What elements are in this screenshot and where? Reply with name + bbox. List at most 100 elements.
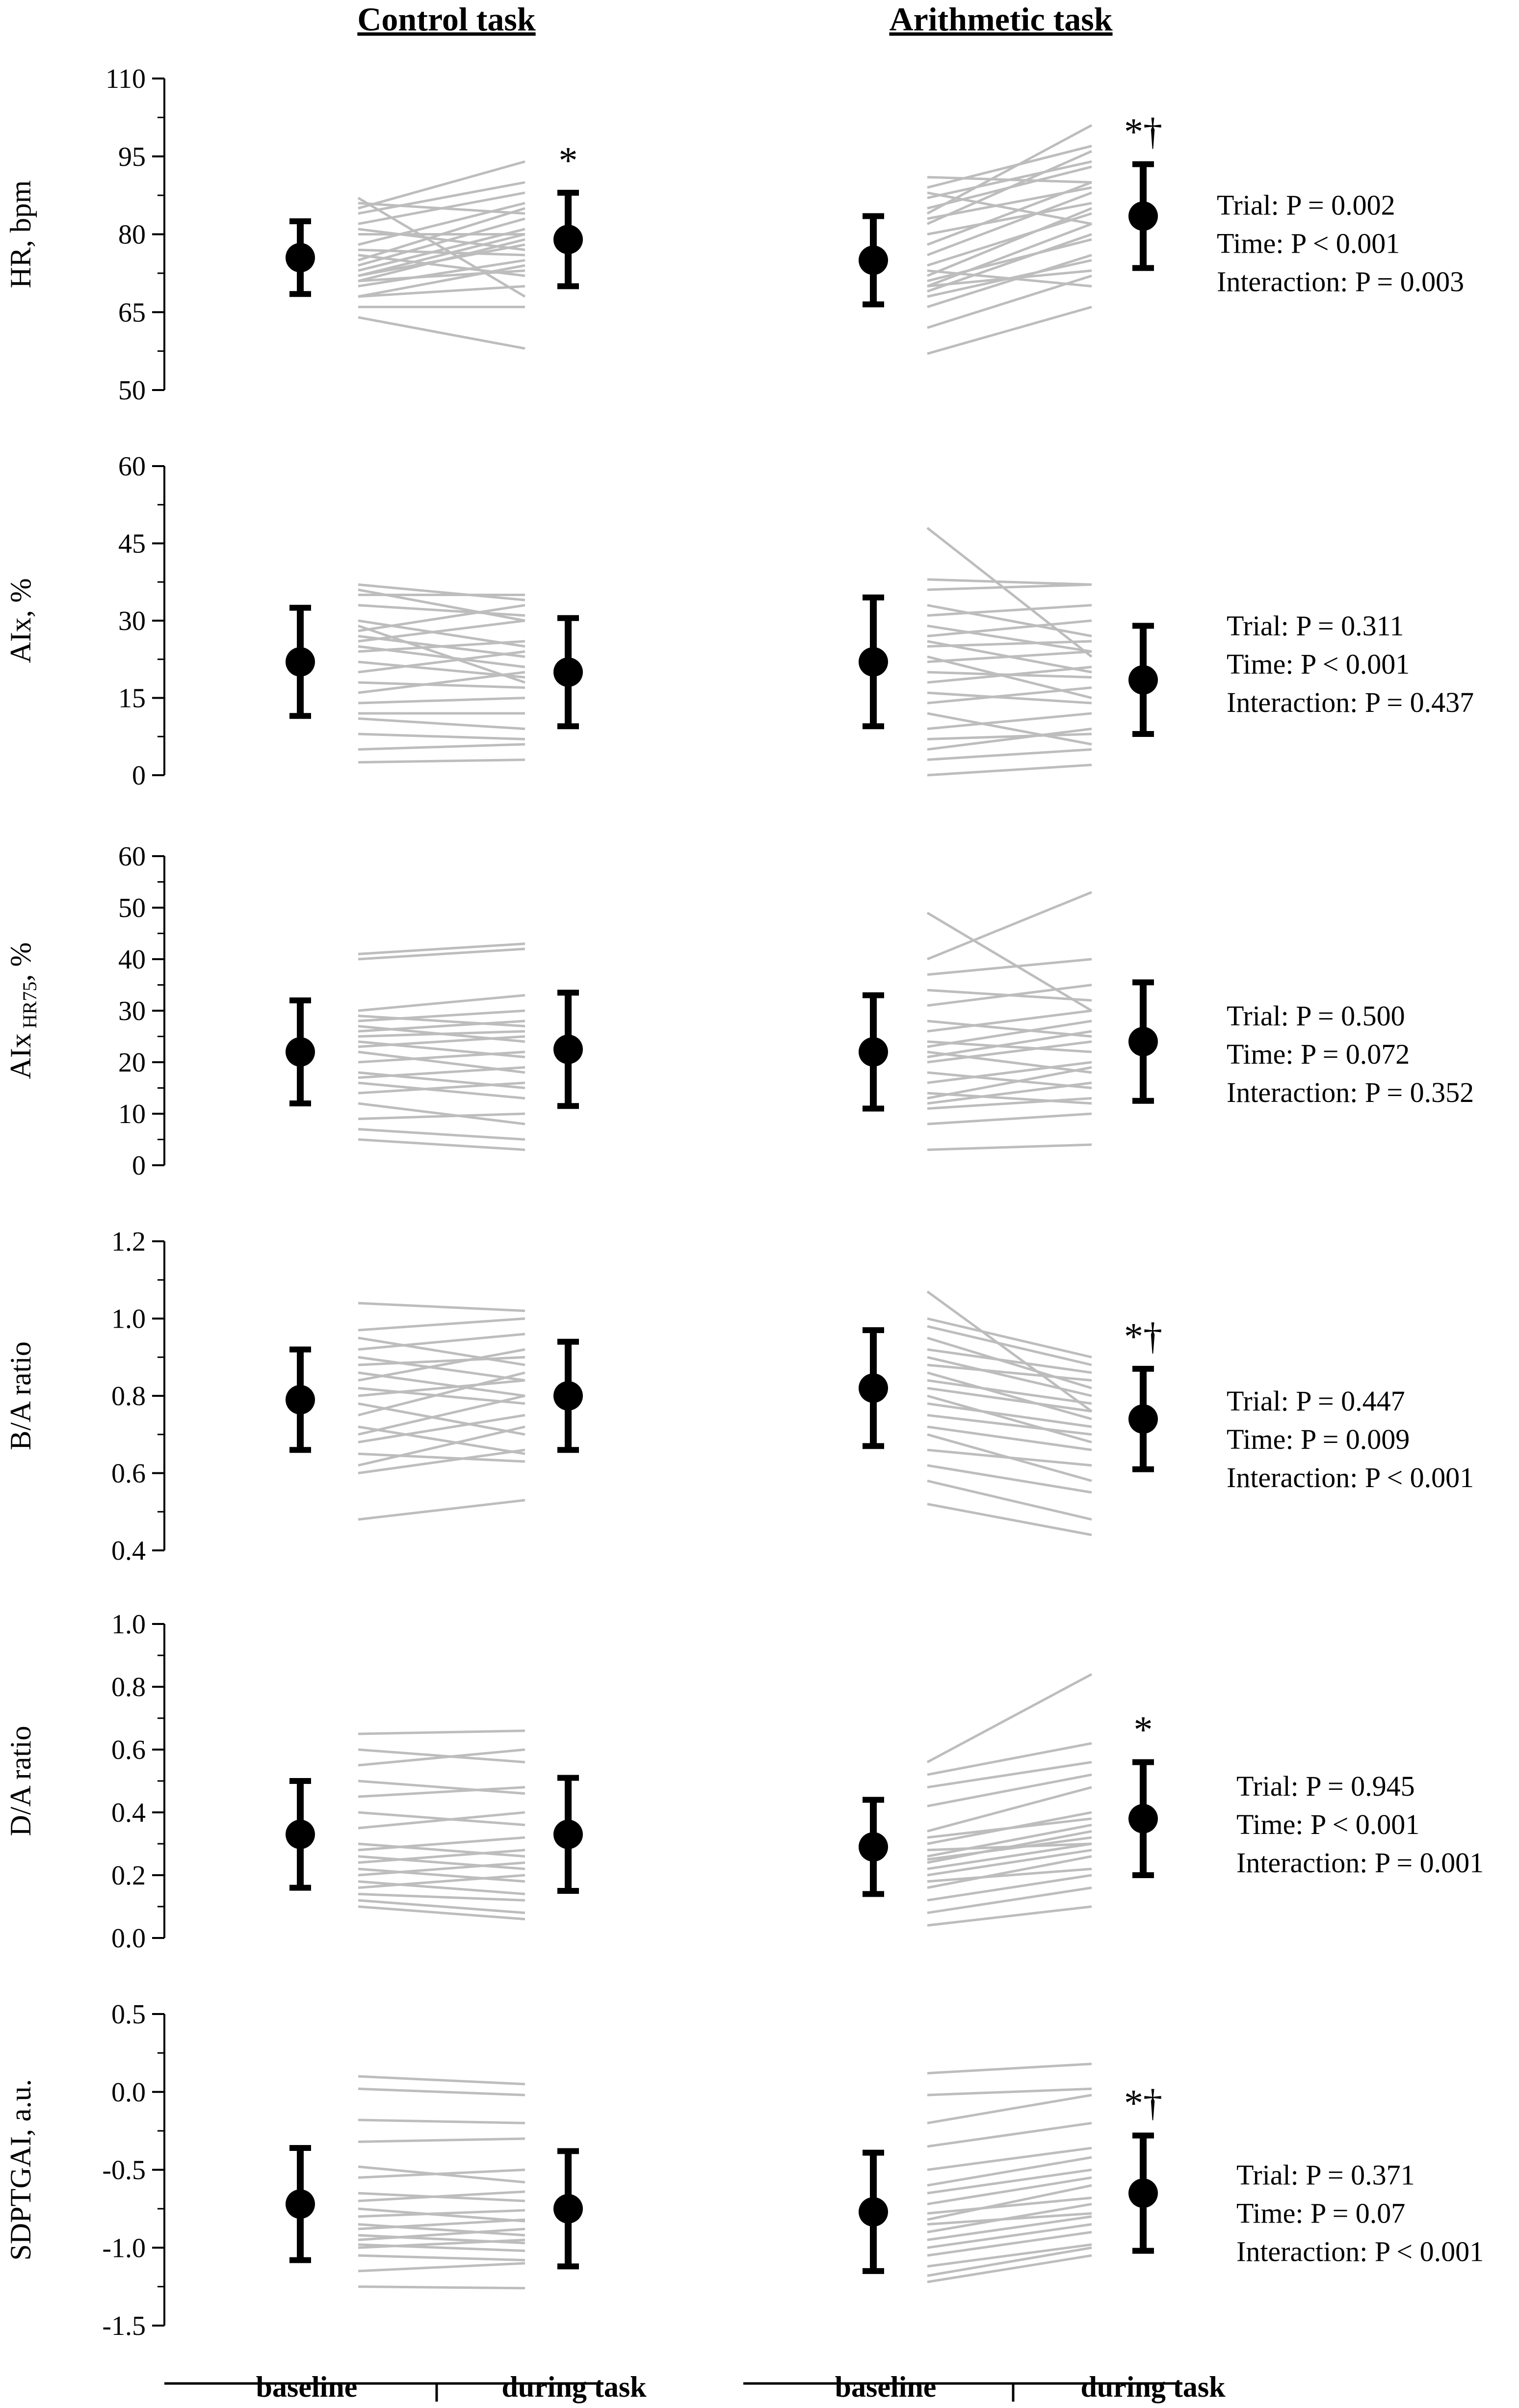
individual-line (927, 1009, 1092, 1033)
individual-line (358, 1811, 525, 1830)
y-tick-label: 0.4 (111, 1798, 146, 1828)
individual-line (358, 1009, 525, 1022)
stats-text: Trial: P = 0.447 (1227, 1385, 1405, 1417)
stats-text: Interaction: P = 0.003 (1217, 266, 1464, 298)
individual-line (358, 1040, 525, 1058)
stats-text: Trial: P = 0.371 (1236, 2159, 1415, 2191)
chart-row-1: 0 15 30 45 60 AIx, % Trial: P = 0.311 Time: P <… (4, 451, 1474, 791)
individual-line (358, 1138, 525, 1151)
individual-line (358, 1025, 525, 1043)
individual-line (926, 1290, 1093, 1413)
y-tick-label: 0.6 (111, 1735, 146, 1765)
y-tick-label: -1.0 (102, 2233, 146, 2263)
individual-line (927, 1143, 1092, 1151)
y-tick-label: 30 (118, 996, 146, 1026)
individual-line (927, 212, 1092, 267)
individual-line (927, 989, 1092, 1002)
mean-marker (859, 1037, 888, 1067)
individual-line (358, 248, 525, 257)
individual-line (927, 2169, 1092, 2195)
mean-marker (286, 1385, 315, 1414)
y-tick-label: 0.6 (111, 1459, 146, 1489)
individual-line (927, 1097, 1092, 1110)
individual-line (927, 604, 1092, 617)
individual-line (927, 712, 1092, 730)
y-tick-label: 10 (118, 1099, 146, 1129)
group-control (286, 1729, 583, 1921)
x-label-during-arithmetic: during task (1080, 2371, 1226, 2403)
individual-line (358, 619, 525, 643)
y-tick-label: -1.5 (102, 2311, 146, 2341)
individual-line (927, 165, 1092, 210)
individual-line (926, 124, 1093, 215)
y-axis-label: AIx, % (4, 578, 37, 663)
individual-line (358, 2087, 525, 2096)
y-tick-label: 0.4 (111, 1536, 146, 1566)
individual-line (358, 2254, 525, 2262)
individual-line (358, 2119, 525, 2124)
mean-marker (859, 1832, 888, 1862)
individual-line (927, 2176, 1092, 2205)
mean-marker (553, 1034, 583, 1064)
x-label-baseline-arithmetic: baseline (835, 2371, 937, 2403)
individual-line (927, 1413, 1092, 1436)
individual-line (927, 191, 1092, 225)
stats-text: Time: P < 0.001 (1227, 648, 1410, 680)
individual-line (358, 1867, 525, 1883)
y-axis-label-subscript: HR75 (19, 982, 41, 1029)
individual-line (358, 660, 525, 679)
individual-line (927, 1905, 1092, 1927)
individual-line (358, 2207, 525, 2223)
individual-line (358, 1348, 525, 1382)
individual-line (358, 228, 525, 272)
mean-marker (286, 1037, 315, 1067)
individual-line (927, 1066, 1092, 1099)
individual-line (927, 1363, 1092, 1382)
individual-line (927, 191, 1092, 257)
individual-line (358, 1081, 525, 1099)
chart-rows: 50 65 80 95 110 HR, bpm * *† Trial: P = 0.002 Tim… (4, 64, 1484, 2341)
mean-marker (286, 647, 315, 677)
chart-row-4: 0.0 0.2 0.4 0.6 0.8 1.0 D/A ratio * Trial: P = 0… (4, 1609, 1484, 1954)
individual-line (927, 186, 1092, 220)
individual-line (927, 1050, 1092, 1074)
y-tick-label: 95 (118, 142, 146, 172)
individual-line (358, 202, 525, 246)
individual-line (358, 942, 525, 955)
group-arithmetic (859, 527, 1158, 777)
group-arithmetic: *† (859, 1290, 1162, 1536)
individual-line (927, 1394, 1092, 1443)
y-tick-label: 20 (118, 1047, 146, 1078)
individual-line (927, 1836, 1092, 1861)
individual-line (358, 1020, 525, 1033)
individual-line (358, 2218, 525, 2230)
individual-line (358, 316, 525, 350)
individual-line (358, 1112, 525, 1120)
individual-line (927, 1112, 1092, 1125)
mean-marker (553, 1381, 583, 1411)
individual-line (927, 1040, 1092, 1064)
y-tick-label: 0.0 (111, 1923, 146, 1954)
individual-line (358, 1317, 525, 1332)
significance-marker: * (1134, 1708, 1153, 1751)
stats-text: Time: P = 0.072 (1227, 1038, 1410, 1070)
mean-marker (1128, 2178, 1158, 2208)
individual-line (358, 1861, 525, 1877)
individual-line (927, 1379, 1092, 1405)
individual-line (927, 306, 1092, 355)
individual-line (358, 645, 525, 668)
individual-line (358, 1748, 525, 1764)
individual-line (927, 2231, 1092, 2257)
individual-line (358, 650, 525, 674)
individual-line (358, 681, 525, 689)
individual-line (927, 233, 1092, 293)
individual-line (927, 1071, 1092, 1089)
chart-row-2: 0 10 20 30 40 50 60 AIxHR75, % Trial: P = 0.500 T… (4, 841, 1474, 1181)
individual-line (358, 717, 525, 730)
individual-line (927, 1742, 1092, 1776)
individual-line (358, 1379, 525, 1397)
individual-line (927, 2246, 1092, 2277)
chart-row-5: -1.5 -1.0 -0.5 0.0 0.5 SDPTGAI, a.u. *† Trial: … (4, 1999, 1484, 2341)
y-tick-label: 110 (105, 64, 146, 94)
individual-line (927, 1371, 1092, 1420)
